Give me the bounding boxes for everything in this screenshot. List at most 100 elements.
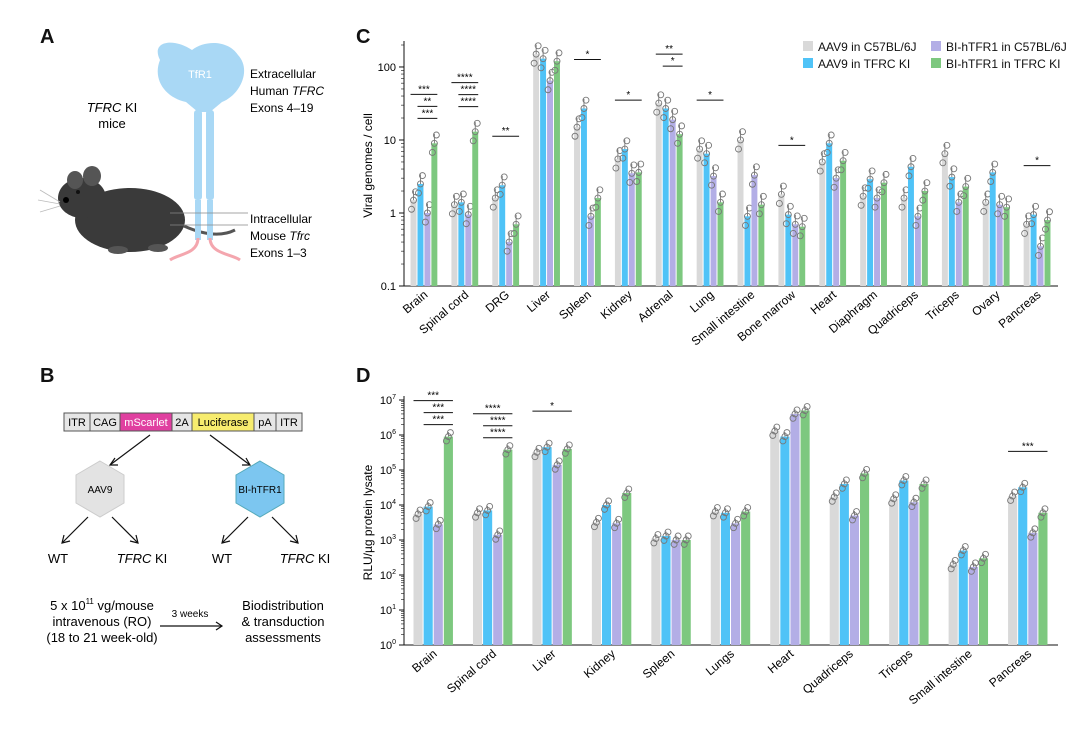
x-tick-label: Quadriceps <box>865 288 921 338</box>
data-point <box>964 174 972 182</box>
bar <box>540 58 547 287</box>
data-point <box>575 115 583 123</box>
data-point <box>923 179 931 187</box>
data-point <box>712 164 719 172</box>
data-point <box>655 99 663 107</box>
x-tick-label: Lungs <box>703 647 737 679</box>
data-point <box>613 519 621 527</box>
bar <box>982 202 989 286</box>
bar <box>506 242 513 286</box>
extracellular-line2: Human TFRC <box>250 84 324 98</box>
data-point <box>457 198 465 206</box>
data-point <box>628 169 636 177</box>
legend-label: AAV9 in C57BL/6J <box>818 40 917 54</box>
duration-label: 3 weeks <box>172 609 209 620</box>
data-point <box>1019 483 1027 491</box>
data-point <box>578 114 586 122</box>
data-point <box>861 184 869 192</box>
bar <box>413 514 423 645</box>
bar <box>651 538 661 645</box>
data-point <box>421 218 429 226</box>
construct-itr-right <box>275 412 303 432</box>
data-point <box>698 137 706 145</box>
data-point <box>448 210 456 218</box>
data-point <box>472 513 479 521</box>
data-point <box>684 532 692 540</box>
bar <box>676 134 683 286</box>
data-point <box>601 505 608 513</box>
data-point <box>582 96 590 104</box>
bar <box>1018 487 1028 645</box>
data-point <box>1042 225 1049 233</box>
significance-label: * <box>671 56 675 67</box>
data-point <box>534 42 542 50</box>
data-point <box>589 204 597 212</box>
x-tick-label: Bone marrow <box>735 287 799 344</box>
data-point <box>491 194 499 202</box>
bar <box>710 176 717 286</box>
data-point <box>782 220 790 228</box>
bar <box>562 448 572 645</box>
x-tick-label: Small intestine <box>906 646 975 707</box>
x-tick-label: Lung <box>687 288 716 316</box>
significance-label: * <box>585 49 589 60</box>
bar <box>703 153 710 286</box>
data-point <box>910 498 918 506</box>
data-point <box>959 547 967 554</box>
data-point <box>504 446 512 454</box>
x-tick-label: Adrenal <box>635 288 676 325</box>
data-point <box>514 212 522 220</box>
data-point <box>551 66 559 74</box>
data-point <box>801 407 809 414</box>
data-point <box>662 105 670 112</box>
data-point <box>830 493 838 501</box>
data-point <box>432 131 440 139</box>
bar <box>948 564 958 645</box>
bar <box>503 449 513 645</box>
data-point <box>652 535 660 543</box>
data-point <box>476 505 483 513</box>
data-point <box>680 540 688 548</box>
data-point <box>446 429 454 437</box>
data-point <box>721 509 729 517</box>
data-point <box>798 223 806 231</box>
x-tick-label: Brain <box>400 288 430 317</box>
data-point <box>789 229 797 237</box>
data-point <box>900 477 908 484</box>
significance-label: ** <box>665 44 673 55</box>
bar <box>533 54 540 287</box>
bar <box>423 506 433 645</box>
y-tick-label: 103 <box>380 534 396 547</box>
bar <box>483 510 493 645</box>
bar <box>431 143 438 286</box>
dose-line2: intravenous (RO) <box>53 614 152 629</box>
data-point <box>1039 509 1047 517</box>
bar <box>580 108 587 286</box>
bar <box>417 183 424 286</box>
data-point <box>882 170 890 178</box>
bar <box>628 173 635 286</box>
data-point <box>960 192 968 200</box>
data-point <box>946 182 954 190</box>
data-point <box>921 187 929 195</box>
bar <box>1003 207 1010 286</box>
bar <box>799 226 806 286</box>
data-point <box>678 122 686 130</box>
data-point <box>825 139 833 147</box>
data-point <box>769 431 777 439</box>
data-point <box>746 204 753 212</box>
chart-panel-d: 100 101 102 103 104 105 106 107 RLU/µg protein l… <box>361 391 1058 707</box>
data-point <box>500 173 508 181</box>
x-tick-label: Pancreas <box>986 647 1034 690</box>
data-point <box>592 518 600 526</box>
data-point <box>532 50 540 58</box>
bar <box>867 179 874 286</box>
bar <box>720 512 730 645</box>
x-tick-label: Spleen <box>556 288 594 323</box>
data-point <box>838 484 846 492</box>
x-tick-label: Spinal cord <box>416 288 471 337</box>
data-point <box>507 230 515 238</box>
data-point <box>573 123 581 131</box>
data-point <box>863 465 871 473</box>
construct-luciferase-label: Luciferase <box>198 417 249 429</box>
